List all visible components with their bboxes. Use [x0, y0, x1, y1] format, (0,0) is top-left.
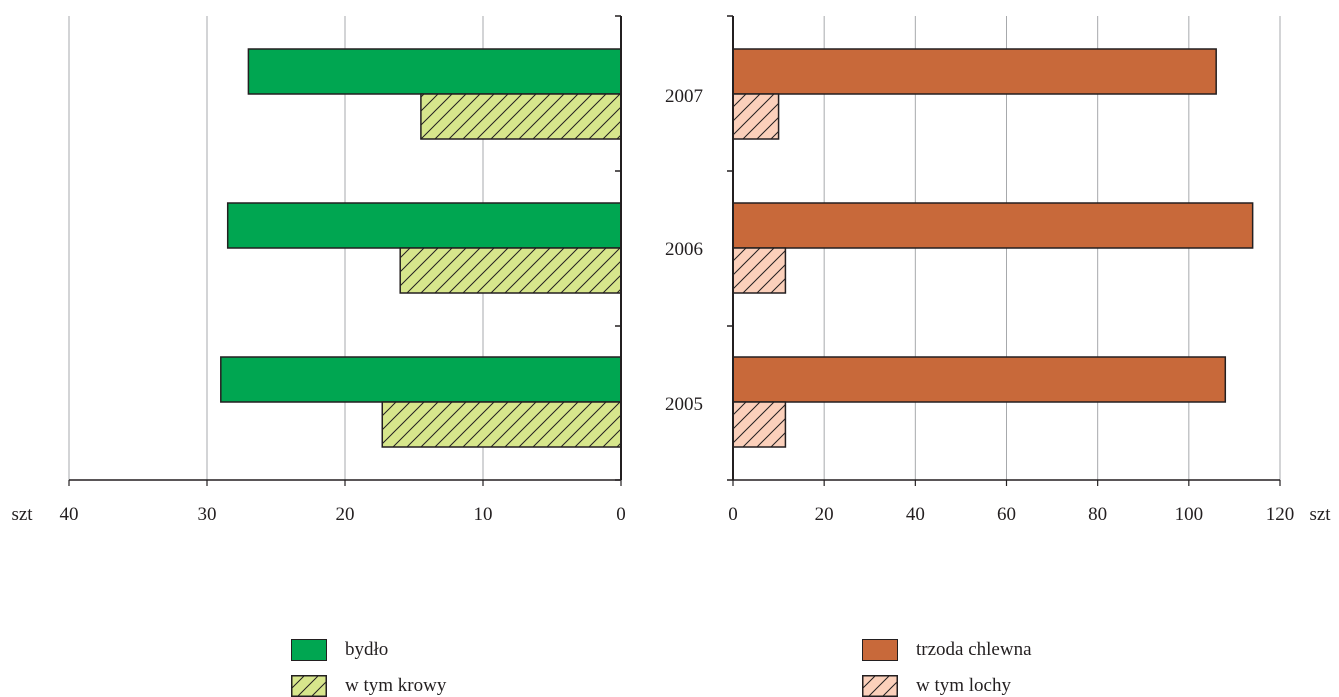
x-tick-label: 10 [474, 504, 493, 525]
legend-item-bydlo: bydło [291, 639, 446, 661]
bar-left-1 [381, 401, 622, 448]
x-tick-label: 80 [1088, 504, 1107, 525]
x-tick-label: 30 [198, 504, 217, 525]
bar-right-0 [732, 48, 1217, 95]
x-tick-label: 120 [1266, 504, 1295, 525]
x-tick-label: 60 [997, 504, 1016, 525]
right-panel [727, 15, 1281, 486]
unit-label-left: szt [11, 504, 33, 525]
bar-left-0 [247, 48, 622, 95]
left-panel [68, 15, 622, 486]
bar-right-0 [732, 356, 1227, 403]
bar-left-1 [399, 247, 622, 294]
bar-left-0 [220, 356, 622, 403]
x-tick-label: 40 [60, 504, 79, 525]
x-tick-label: 0 [728, 504, 738, 525]
bar-right-1 [732, 401, 787, 448]
bar-right-1 [732, 247, 787, 294]
x-tick-label: 40 [906, 504, 925, 525]
legend-label-bydlo: bydło [345, 639, 389, 660]
legend-swatch-trzoda [862, 639, 898, 661]
legend-swatch-bydlo [291, 639, 327, 661]
x-tick-label: 20 [336, 504, 355, 525]
x-tick-label: 20 [815, 504, 834, 525]
bar-left-0 [226, 202, 622, 249]
x-tick-label: 100 [1175, 504, 1204, 525]
bar-right-0 [732, 202, 1254, 249]
legend-item-krowy: w tym krowy [291, 675, 446, 697]
legend-swatch-lochy [862, 675, 898, 697]
legend-label-krowy: w tym krowy [345, 675, 447, 696]
category-label: 2007 [665, 86, 703, 107]
category-label: 2005 [665, 394, 703, 415]
legend-label-lochy: w tym lochy [916, 675, 1011, 696]
legend-swatch-krowy [291, 675, 327, 697]
unit-label-right: szt [1309, 504, 1331, 525]
legend-left: bydło w tym krowy [291, 639, 446, 697]
legend-item-lochy: w tym lochy [862, 675, 1032, 697]
legend-label-trzoda: trzoda chlewna [916, 639, 1032, 660]
legend-item-trzoda: trzoda chlewna [862, 639, 1032, 661]
legend-right: trzoda chlewna w tym lochy [862, 639, 1032, 697]
bar-left-1 [420, 93, 622, 140]
bar-right-1 [732, 93, 780, 140]
x-tick-label: 0 [616, 504, 626, 525]
category-label: 2006 [665, 239, 703, 260]
